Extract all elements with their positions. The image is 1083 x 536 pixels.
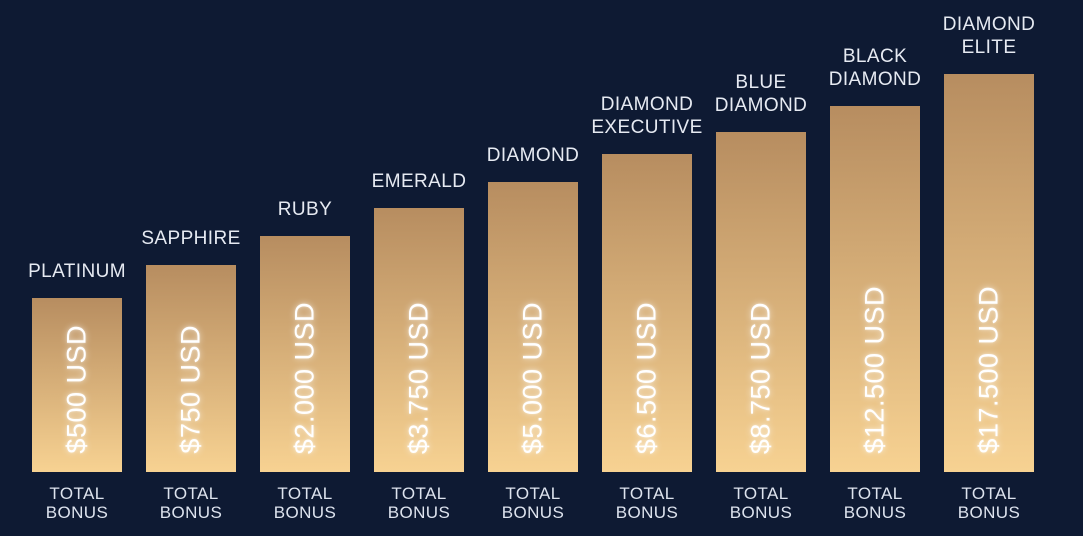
tier-name-line: ELITE	[961, 36, 1017, 58]
total-bonus-line: BONUS	[273, 503, 337, 523]
total-bonus-label: TOTAL BONUS	[160, 484, 222, 522]
total-bonus-label: TOTAL BONUS	[616, 484, 678, 522]
bonus-amount-label: $6.500 USD	[631, 301, 662, 454]
total-bonus-line: BONUS	[957, 503, 1021, 523]
tier-name-label: EMERALD	[372, 170, 467, 193]
tier-column-diamond-executive: DIAMOND EXECUTIVE $6.500 USD TOTAL BONUS	[591, 0, 702, 522]
total-bonus-line: TOTAL	[733, 484, 789, 503]
tier-name-label: RUBY	[278, 198, 332, 221]
tier-name-line: EXECUTIVE	[591, 116, 703, 138]
total-bonus-line: TOTAL	[505, 484, 561, 503]
tier-column-diamond: DIAMOND $5.000 USD TOTAL BONUS	[487, 0, 580, 522]
total-bonus-label: TOTAL BONUS	[958, 484, 1020, 522]
total-bonus-line: TOTAL	[961, 484, 1017, 503]
tier-name-label: SAPPHIRE	[141, 227, 240, 250]
tier-column-diamond-elite: DIAMOND ELITE $17.500 USD TOTAL BONUS	[943, 0, 1036, 522]
bonus-amount-label: $8.750 USD	[745, 301, 776, 454]
bonus-amount-label: $17.500 USD	[973, 286, 1004, 454]
bonus-amount-label: $3.750 USD	[403, 301, 434, 454]
bonus-amount-label: $750 USD	[175, 325, 206, 454]
bonus-amount-label: $500 USD	[61, 325, 92, 454]
total-bonus-line: BONUS	[843, 503, 907, 523]
tier-name-line: PLATINUM	[28, 260, 126, 282]
tier-name-line: BLUE	[735, 71, 787, 93]
tier-name-label: PLATINUM	[28, 260, 126, 283]
total-bonus-line: TOTAL	[847, 484, 903, 503]
tier-column-sapphire: SAPPHIRE $750 USD TOTAL BONUS	[141, 0, 240, 522]
total-bonus-label: TOTAL BONUS	[46, 484, 108, 522]
total-bonus-line: BONUS	[45, 503, 109, 523]
tier-name-label: BLUE DIAMOND	[715, 71, 808, 117]
total-bonus-line: BONUS	[615, 503, 679, 523]
tier-name-line: DIAMOND	[828, 68, 922, 90]
tier-name-label: DIAMOND	[487, 144, 580, 167]
tier-name-label: BLACK DIAMOND	[829, 45, 922, 91]
bonus-amount-label: $2.000 USD	[289, 301, 320, 454]
tier-name-line: RUBY	[277, 198, 333, 220]
tier-name-line: SAPPHIRE	[141, 227, 241, 249]
bar-columns: PLATINUM $500 USD TOTAL BONUS SAPPHIRE $7…	[28, 0, 1036, 522]
bonus-bar: $17.500 USD	[944, 74, 1034, 472]
bonus-bar: $2.000 USD	[260, 236, 350, 472]
total-bonus-label: TOTAL BONUS	[274, 484, 336, 522]
bonus-bar: $3.750 USD	[374, 208, 464, 472]
tier-name-line: DIAMOND	[942, 13, 1036, 35]
bonus-bar: $750 USD	[146, 265, 236, 472]
tier-column-blue-diamond: BLUE DIAMOND $8.750 USD TOTAL BONUS	[715, 0, 808, 522]
bonus-bar: $500 USD	[32, 298, 122, 472]
total-bonus-line: BONUS	[729, 503, 793, 523]
tier-name-line: EMERALD	[371, 170, 467, 192]
total-bonus-label: TOTAL BONUS	[502, 484, 564, 522]
tier-column-ruby: RUBY $2.000 USD TOTAL BONUS	[260, 0, 350, 522]
tier-name-line: DIAMOND	[714, 94, 808, 116]
tier-name-line: BLACK	[842, 45, 908, 67]
tier-name-line: DIAMOND	[600, 93, 694, 115]
total-bonus-label: TOTAL BONUS	[730, 484, 792, 522]
total-bonus-line: TOTAL	[391, 484, 447, 503]
tier-column-black-diamond: BLACK DIAMOND $12.500 USD TOTAL BONUS	[829, 0, 922, 522]
total-bonus-line: TOTAL	[619, 484, 675, 503]
tier-name-label: DIAMOND EXECUTIVE	[591, 93, 702, 139]
bonus-bar: $12.500 USD	[830, 106, 920, 472]
tier-name-label: DIAMOND ELITE	[943, 13, 1036, 59]
total-bonus-line: BONUS	[159, 503, 223, 523]
total-bonus-line: BONUS	[387, 503, 451, 523]
tier-column-platinum: PLATINUM $500 USD TOTAL BONUS	[28, 0, 125, 522]
bonus-bar: $8.750 USD	[716, 132, 806, 472]
total-bonus-label: TOTAL BONUS	[844, 484, 906, 522]
bonus-bar: $6.500 USD	[602, 154, 692, 472]
total-bonus-line: BONUS	[501, 503, 565, 523]
bonus-bar: $5.000 USD	[488, 182, 578, 472]
total-bonus-line: TOTAL	[163, 484, 219, 503]
total-bonus-label: TOTAL BONUS	[388, 484, 450, 522]
total-bonus-line: TOTAL	[277, 484, 333, 503]
bonus-amount-label: $12.500 USD	[859, 286, 890, 454]
bonus-amount-label: $5.000 USD	[517, 301, 548, 454]
tier-name-line: DIAMOND	[486, 144, 580, 166]
total-bonus-line: TOTAL	[49, 484, 105, 503]
tier-column-emerald: EMERALD $3.750 USD TOTAL BONUS	[372, 0, 467, 522]
